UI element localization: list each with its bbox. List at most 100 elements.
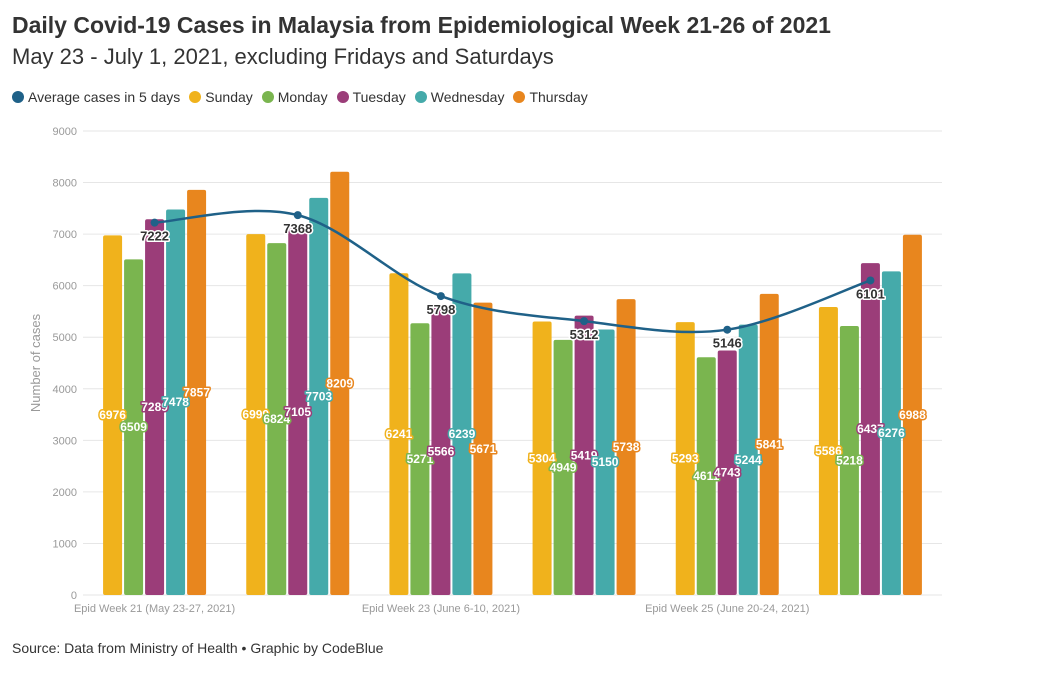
bar-value-label: 6239	[449, 427, 476, 441]
bar-monday	[696, 357, 716, 595]
y-tick-label: 6000	[53, 281, 77, 293]
bar-value-label: 8209	[326, 376, 353, 390]
bar-value-label: 4743	[714, 466, 741, 480]
bar-wednesday	[738, 324, 758, 595]
bar-wednesday	[595, 329, 615, 595]
bar-value-label: 4949	[550, 460, 577, 474]
average-value-label: 5798	[426, 302, 455, 317]
bar-sunday	[532, 321, 552, 595]
x-tick-label: Epid Week 21 (May 23-27, 2021)	[74, 603, 235, 615]
bar-value-label: 5150	[592, 455, 619, 469]
bar-value-label: 6241	[386, 427, 413, 441]
bar-value-label: 7703	[305, 389, 332, 403]
legend-swatch-average	[12, 91, 24, 103]
bar-value-label: 5419	[571, 448, 598, 462]
bar-value-label: 5304	[529, 451, 556, 465]
legend-swatch-sunday	[189, 91, 202, 103]
bar-tuesday	[860, 263, 880, 595]
bar-tuesday	[288, 228, 308, 595]
bar-value-label: 5841	[756, 437, 783, 451]
average-point	[866, 276, 875, 285]
legend-item-thursday[interactable]: Thursday	[513, 89, 588, 105]
x-tick-label: Epid Week 25 (June 20-24, 2021)	[645, 603, 809, 615]
bar-value-label: 7105	[284, 405, 311, 419]
bar-value-label: 5218	[836, 453, 863, 467]
bar-tuesday	[431, 308, 451, 595]
bar-value-label: 6988	[899, 408, 926, 422]
bar-monday	[410, 323, 430, 595]
bar-value-label: 6437	[857, 422, 884, 436]
bar-wednesday	[166, 209, 186, 595]
bar-value-label: 5566	[428, 445, 455, 459]
average-point	[293, 211, 302, 220]
y-tick-label: 4000	[53, 384, 77, 396]
bar-thursday	[616, 299, 636, 595]
bar-value-label: 5244	[735, 453, 762, 467]
source-note: Source: Data from Ministry of Health • G…	[12, 640, 384, 656]
bar-thursday	[473, 302, 493, 595]
legend-item-tuesday[interactable]: Tuesday	[336, 89, 406, 105]
bar-wednesday	[881, 271, 901, 595]
bar-value-label: 7289	[141, 400, 168, 414]
bar-tuesday	[574, 315, 594, 595]
bar-thursday	[187, 189, 207, 596]
legend-label-thursday: Thursday	[529, 89, 588, 105]
y-tick-label: 0	[71, 590, 77, 602]
average-line	[154, 209, 871, 334]
average-value-label: 6101	[856, 286, 885, 301]
bar-thursday	[330, 171, 350, 595]
bar-value-label: 5671	[470, 442, 497, 456]
y-tick-label: 7000	[53, 229, 77, 241]
bar-sunday	[103, 235, 123, 595]
legend-label-average: Average cases in 5 days	[28, 89, 181, 105]
legend-item-sunday[interactable]: Sunday	[189, 89, 253, 105]
legend-label-monday: Monday	[277, 89, 328, 105]
bar-value-label: 5293	[672, 452, 699, 466]
y-tick-label: 2000	[53, 487, 77, 499]
y-tick-label: 9000	[53, 126, 77, 138]
legend-label-wednesday: Wednesday	[430, 89, 505, 105]
bar-tuesday	[717, 350, 737, 595]
bar-wednesday	[309, 197, 329, 595]
average-value-label: 5146	[713, 336, 742, 351]
bar-sunday	[818, 307, 838, 595]
bar-monday	[553, 339, 573, 595]
bar-monday	[839, 325, 859, 595]
bar-thursday	[902, 234, 922, 595]
bar-value-label: 7478	[162, 395, 189, 409]
average-point	[723, 325, 732, 334]
bar-value-label: 7857	[183, 385, 210, 399]
average-point	[150, 218, 159, 227]
y-tick-label: 5000	[53, 332, 77, 344]
legend-item-monday[interactable]: Monday	[261, 89, 328, 105]
bar-value-label: 6824	[263, 412, 290, 426]
average-point	[436, 292, 445, 301]
bar-value-label: 5586	[815, 444, 842, 458]
bar-value-label: 4611	[693, 469, 719, 483]
average-value-label: 5312	[570, 327, 599, 342]
bar-value-label: 5738	[613, 440, 640, 454]
y-axis-label: Number of cases	[28, 313, 43, 412]
legend-swatch-thursday	[513, 91, 526, 103]
chart-subtitle: May 23 - July 1, 2021, excluding Fridays…	[12, 44, 554, 69]
legend-swatch-wednesday	[414, 91, 427, 103]
bar-line-chart: 0 1000 2000 3000 4000 5000 6000 7000 8000 9000 Num…	[28, 126, 942, 615]
legend-swatch-monday	[261, 91, 274, 103]
y-tick-label: 8000	[53, 178, 77, 190]
bar-value-label: 5271	[407, 452, 434, 466]
legend-swatch-tuesday	[336, 91, 349, 103]
bar-sunday	[246, 234, 266, 596]
average-value-label: 7368	[283, 221, 312, 236]
bar-wednesday	[452, 273, 472, 595]
chart-title: Daily Covid-19 Cases in Malaysia from Ep…	[12, 12, 831, 38]
bar-tuesday	[145, 219, 165, 596]
y-tick-label: 1000	[53, 538, 77, 550]
bar-monday	[124, 259, 144, 595]
bar-value-label: 6999	[242, 408, 269, 422]
legend-item-wednesday[interactable]: Wednesday	[414, 89, 505, 105]
x-tick-label: Epid Week 23 (June 6-10, 2021)	[362, 603, 520, 615]
legend-item-average[interactable]: Average cases in 5 days	[12, 89, 180, 105]
legend-label-sunday: Sunday	[205, 89, 253, 105]
bar-sunday	[675, 322, 695, 595]
bar-value-label: 6276	[878, 426, 905, 440]
